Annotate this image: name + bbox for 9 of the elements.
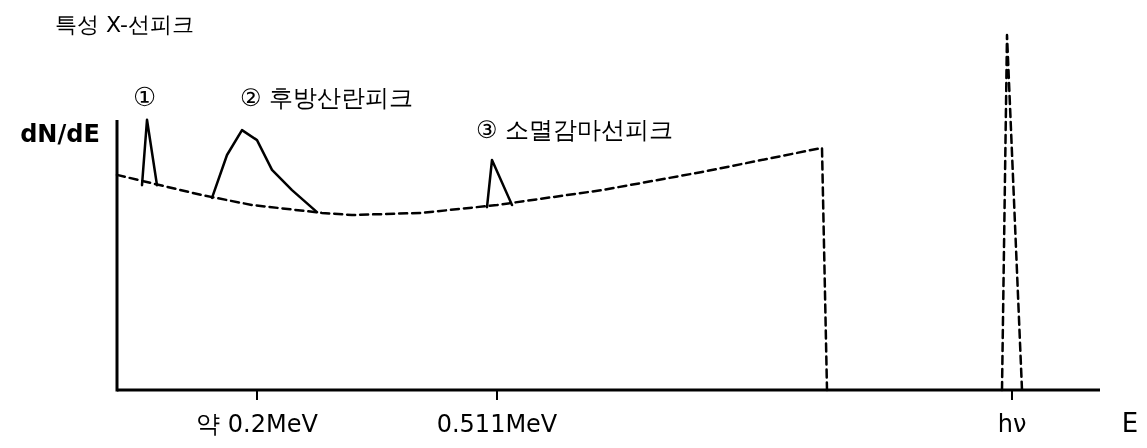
- xtick-label: 0.511MeV: [436, 410, 558, 438]
- xtick-label: 약 0.2MeV: [196, 410, 318, 438]
- y-axis-title: dN/dE: [20, 120, 100, 148]
- annotation: ①: [133, 82, 157, 112]
- annotation: ② 후방산란피크: [240, 84, 414, 112]
- annotation: ③ 소멸감마선피크: [476, 116, 674, 144]
- annotation: 특성 X-선피크: [55, 12, 194, 37]
- x-axis-title: E: [1121, 408, 1139, 438]
- xtick-label: hν: [997, 410, 1027, 438]
